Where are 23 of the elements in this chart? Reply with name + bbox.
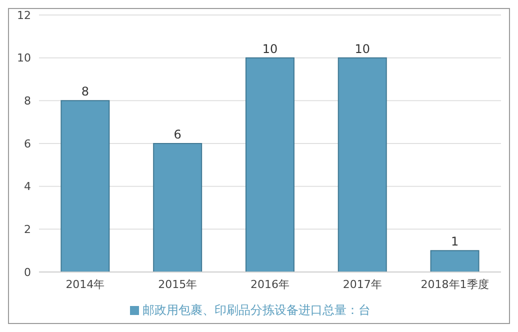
bar — [153, 143, 202, 272]
data-label: 8 — [81, 84, 89, 99]
x-tick-label: 2018年1季度 — [420, 278, 489, 291]
y-tick-label: 10 — [17, 52, 31, 65]
y-tick-label: 0 — [24, 266, 31, 279]
data-label: 10 — [262, 42, 278, 56]
y-tick-label: 6 — [24, 137, 31, 150]
bar — [245, 57, 294, 272]
legend-label: 邮政用包裹、印刷品分拣设备进口总量：台 — [142, 303, 370, 317]
x-tick-label: 2017年 — [342, 278, 382, 291]
bar — [338, 57, 387, 272]
x-tick-label: 2014年 — [66, 278, 105, 291]
y-tick-label: 8 — [24, 94, 31, 108]
data-label: 1 — [450, 234, 459, 249]
bar — [60, 100, 110, 272]
data-label: 10 — [354, 42, 370, 56]
y-tick-label: 12 — [17, 8, 31, 22]
bar — [430, 250, 480, 272]
y-tick-label: 2 — [24, 223, 31, 236]
y-tick-label: 4 — [24, 180, 31, 194]
x-tick-label: 2016年 — [250, 278, 290, 291]
data-label: 6 — [174, 128, 182, 142]
x-tick-label: 2015年 — [158, 278, 198, 291]
